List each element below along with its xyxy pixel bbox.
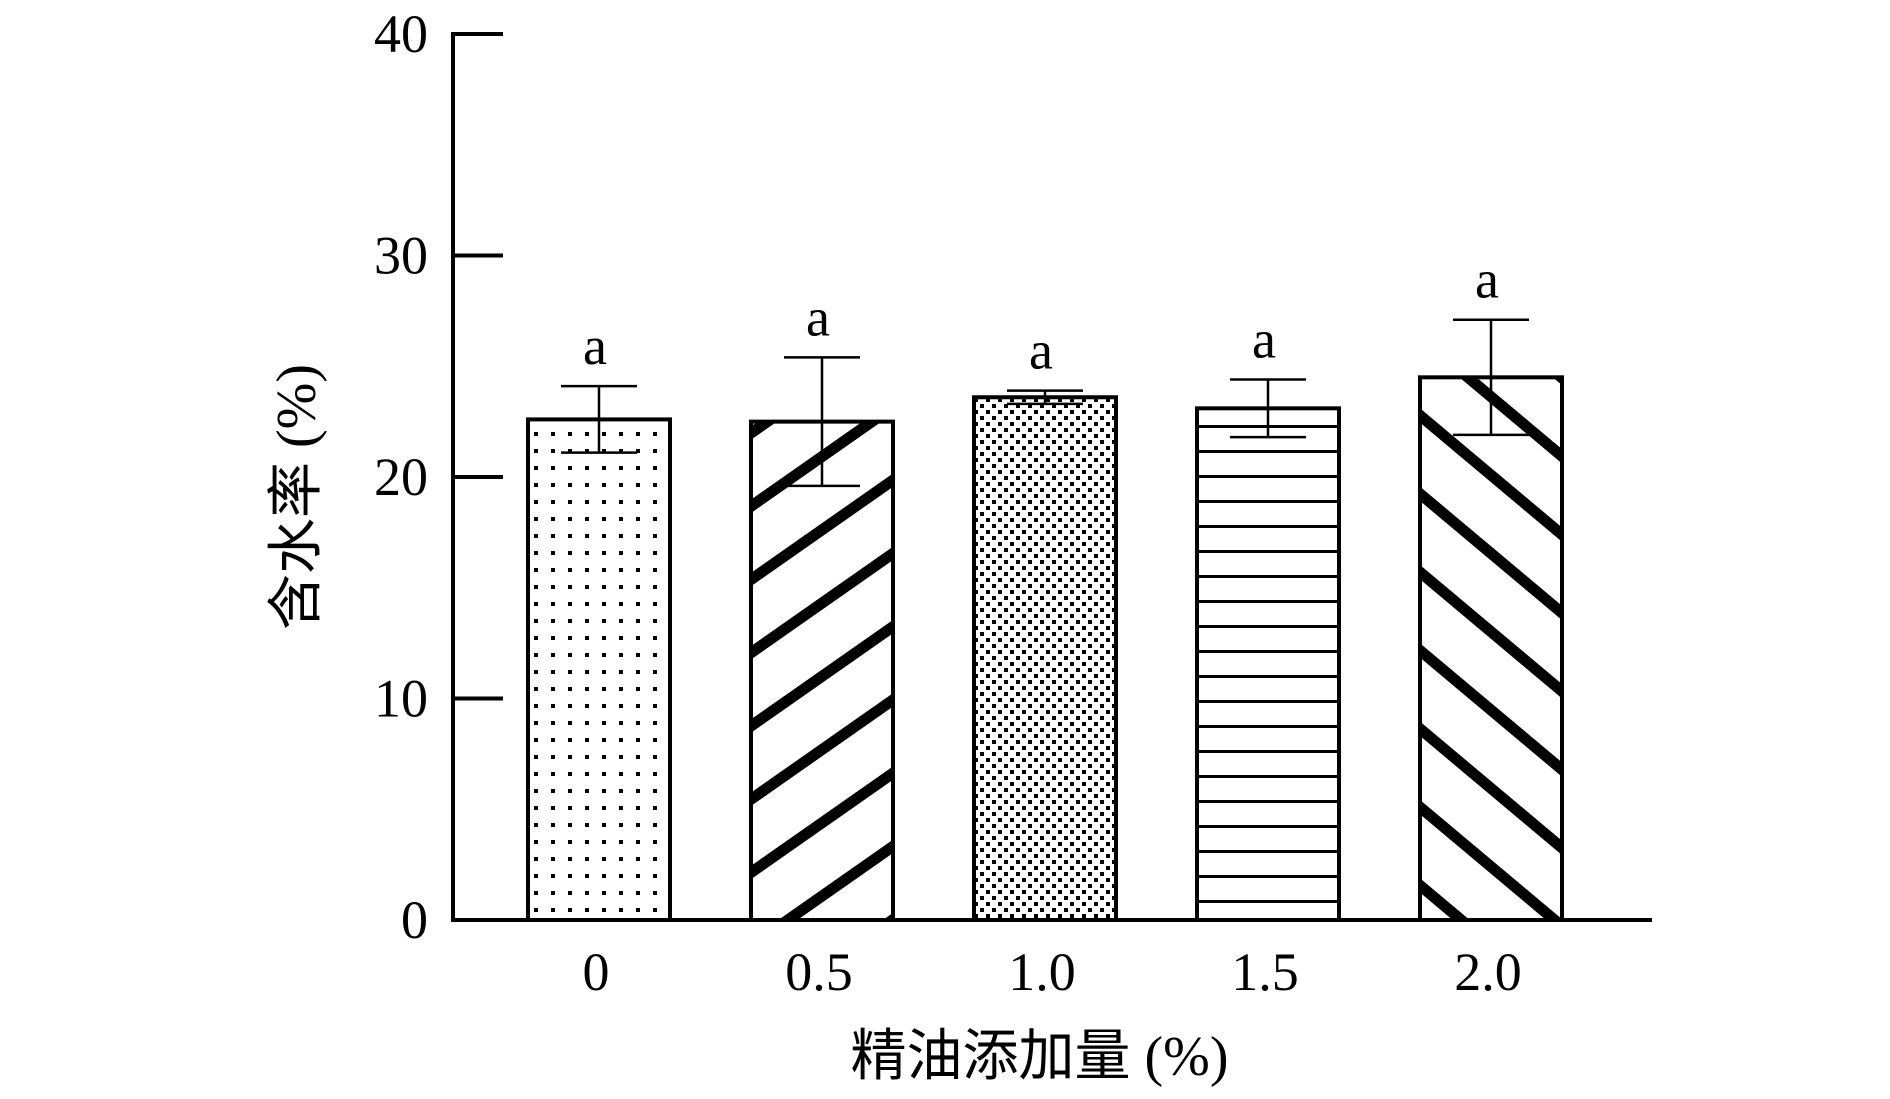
x-tick-label: 1.5	[1231, 942, 1299, 1002]
significance-label: a	[806, 287, 830, 347]
bar-2	[972, 395, 1118, 922]
x-tick-label: 0	[583, 942, 610, 1002]
x-tick-label: 2.0	[1454, 942, 1522, 1002]
significance-label: a	[583, 316, 607, 376]
y-axis-title: 含水率 (%)	[266, 364, 328, 630]
bar-4	[1418, 375, 1564, 922]
significance-label: a	[1252, 310, 1276, 370]
significance-label: a	[1475, 250, 1499, 310]
x-tick-label: 1.0	[1008, 942, 1076, 1002]
y-tick-label: 10	[374, 669, 428, 729]
y-tick-label: 0	[401, 890, 428, 950]
bar-3	[1195, 406, 1341, 922]
x-tick-label: 0.5	[785, 942, 853, 1002]
x-axis-title: 精油添加量 (%)	[851, 1026, 1229, 1088]
significance-label: a	[1029, 321, 1053, 381]
y-tick-label: 30	[374, 226, 428, 286]
y-tick-label: 40	[374, 4, 428, 64]
bar-1	[749, 419, 895, 922]
y-tick-label: 20	[374, 447, 428, 507]
bar-0	[526, 417, 672, 922]
